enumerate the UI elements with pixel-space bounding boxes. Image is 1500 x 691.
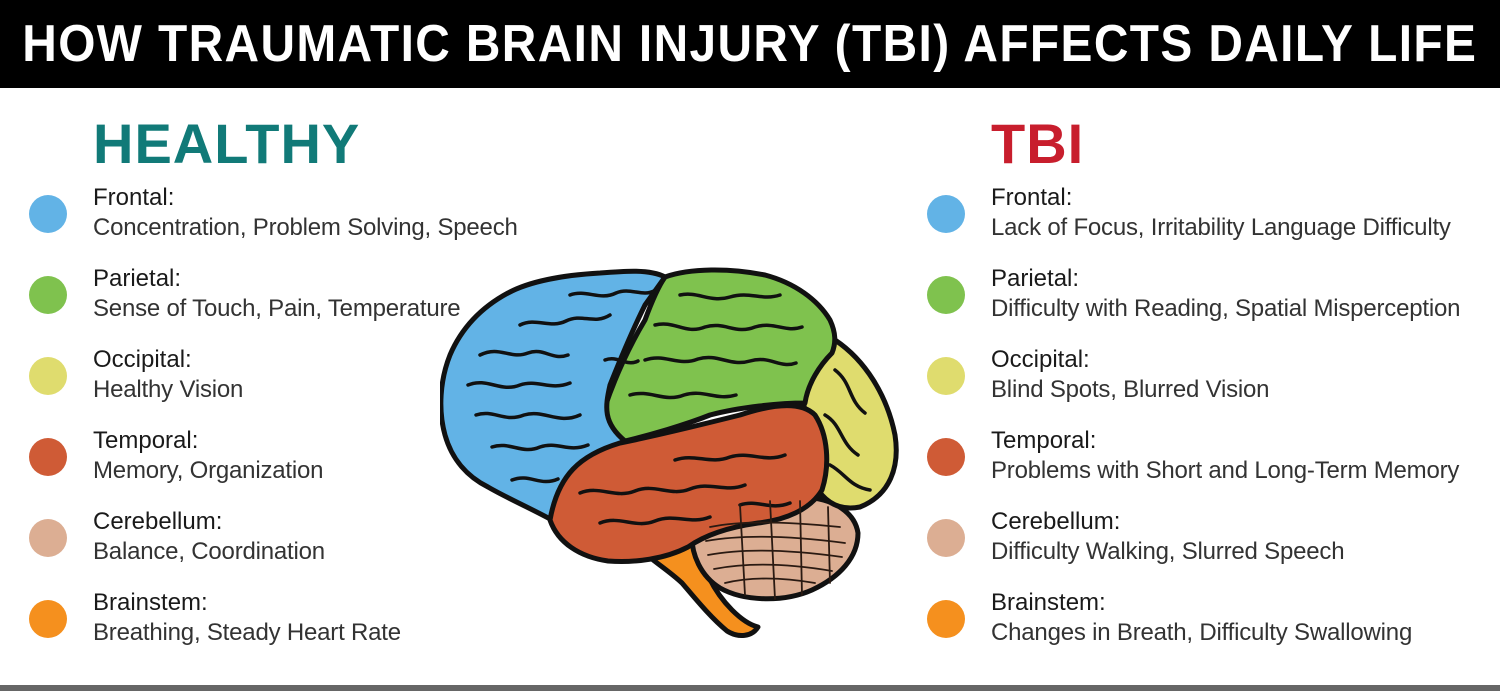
brainstem-color-dot [29,600,67,638]
bottom-border [0,685,1500,691]
region-description: Breathing, Steady Heart Rate [93,619,401,646]
region-description: Difficulty with Reading, Spatial Misperc… [991,295,1461,322]
region-description: Sense of Touch, Pain, Temperature [93,295,461,322]
cerebellum-color-dot [29,519,67,557]
region-description: Memory, Organization [93,457,324,484]
region-description: Concentration, Problem Solving, Speech [93,214,518,241]
temporal-color-dot [927,438,965,476]
parietal-color-dot [927,276,965,314]
region-description: Healthy Vision [93,376,244,403]
cerebellum-color-dot [927,519,965,557]
occipital-color-dot [927,357,965,395]
region-name: Occipital: [93,346,192,373]
region-name: Brainstem: [93,589,208,616]
region-description: Blind Spots, Blurred Vision [991,376,1270,403]
region-description: Changes in Breath, Difficulty Swallowing [991,619,1413,646]
brain-illustration [438,265,905,640]
frontal-color-dot [29,195,67,233]
region-name: Cerebellum: [991,508,1121,535]
region-description: Balance, Coordination [93,538,325,565]
page-title: HOW TRAUMATIC BRAIN INJURY (TBI) AFFECTS… [22,15,1478,73]
region-name: Parietal: [991,265,1080,292]
region-description: Lack of Focus, Irritability Language Dif… [991,214,1451,241]
region-name: Occipital: [991,346,1090,373]
region-description: Difficulty Walking, Slurred Speech [991,538,1345,565]
temporal-color-dot [29,438,67,476]
parietal-color-dot [29,276,67,314]
region-description: Problems with Short and Long-Term Memory [991,457,1460,484]
frontal-region [438,268,668,523]
region-name: Temporal: [991,427,1097,454]
title-bar: HOW TRAUMATIC BRAIN INJURY (TBI) AFFECTS… [0,0,1500,88]
region-name: Brainstem: [991,589,1106,616]
region-name: Parietal: [93,265,182,292]
region-name: Cerebellum: [93,508,223,535]
healthy-heading: HEALTHY [93,112,361,175]
region-name: Frontal: [991,184,1073,211]
tbi-heading: TBI [991,112,1085,175]
brainstem-color-dot [927,600,965,638]
frontal-color-dot [927,195,965,233]
occipital-color-dot [29,357,67,395]
region-name: Temporal: [93,427,199,454]
region-name: Frontal: [93,184,175,211]
